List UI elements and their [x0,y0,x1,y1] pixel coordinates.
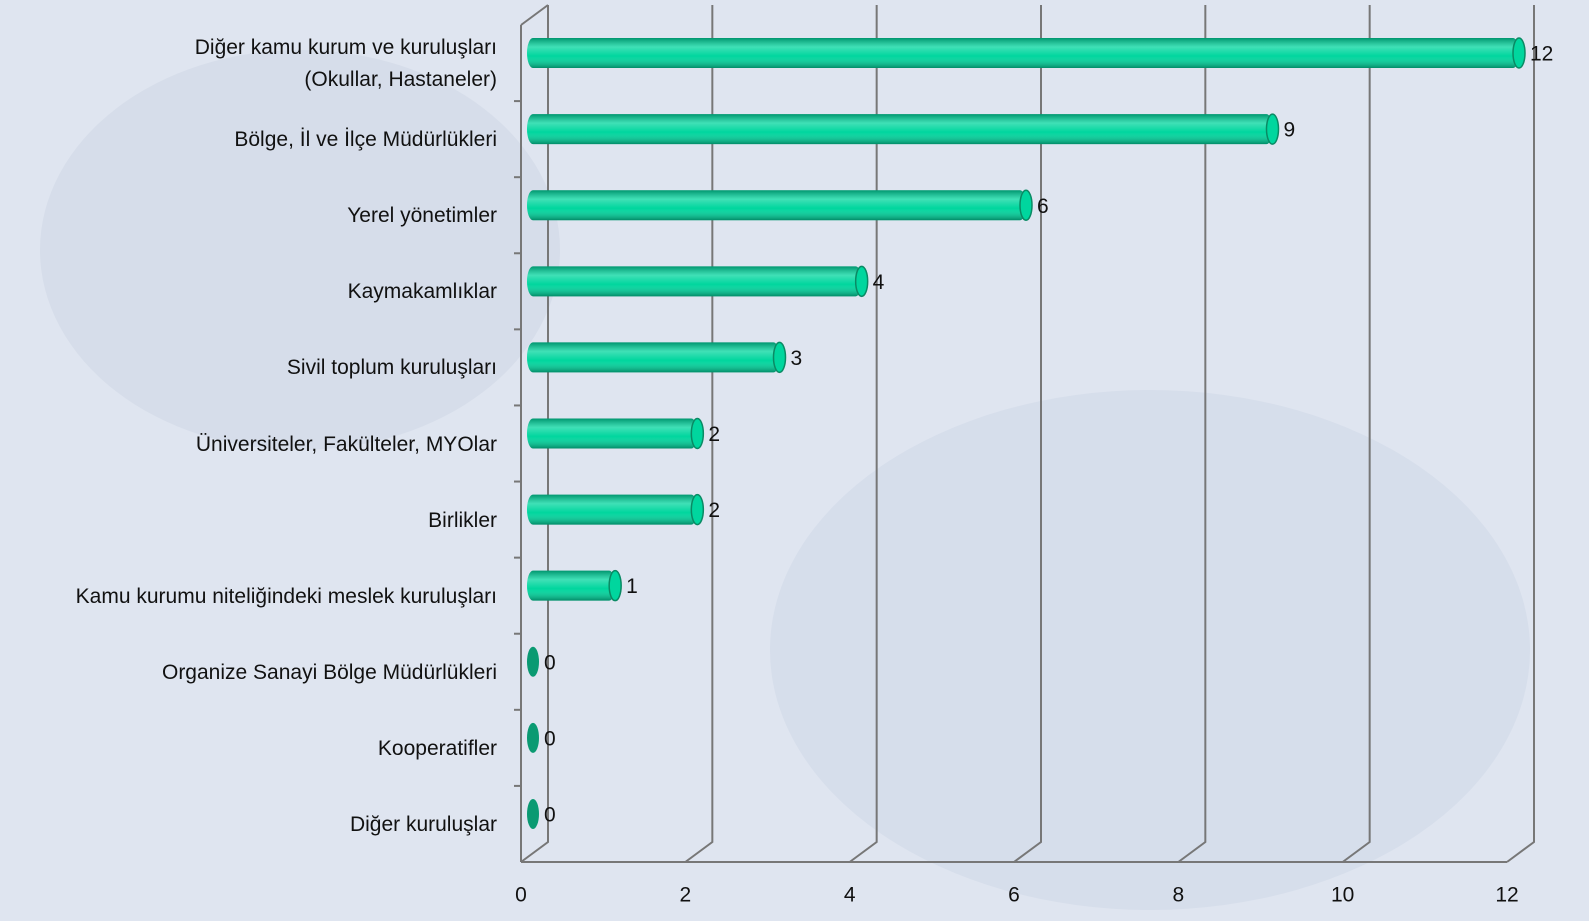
bar-cap [691,419,703,449]
value-label: 3 [791,347,803,370]
y-tick-label: Bölge, İl ve İlçe Müdürlükleri [234,124,497,156]
bar-shade [527,495,697,525]
bar-cap [856,266,868,296]
bar-shade [527,190,1026,220]
x-tick-label: 0 [515,884,527,907]
bar-cap [609,571,621,601]
value-label: 12 [1530,43,1553,66]
y-tick-label: Yerel yönetimler [347,200,497,232]
bar-shade [527,266,862,296]
bar-shade [527,342,780,372]
value-label: 2 [708,423,720,446]
value-label: 6 [1037,195,1049,218]
bar-cap [774,342,786,372]
x-tick-label: 4 [844,884,856,907]
y-tick-label: Kaymakamlıklar [348,276,497,308]
y-tick-label: Diğer kamu kurum ve kuruluşları (Okullar… [195,32,497,96]
y-tick-label: Kamu kurumu niteliğindeki meslek kuruluş… [76,581,497,613]
x-tick-label: 6 [1008,884,1020,907]
value-label: 9 [1284,119,1296,142]
value-label: 2 [708,499,720,522]
value-label: 4 [873,271,885,294]
y-tick-label: Kooperatifler [378,733,497,765]
bar [527,799,539,829]
y-tick-label: Birlikler [428,505,497,537]
y-tick-label: Sivil toplum kuruluşları [287,352,497,384]
x-tick-label: 8 [1172,884,1184,907]
bar-shade [527,571,615,601]
bar-shade [527,114,1273,144]
y-tick-label: Organize Sanayi Bölge Müdürlükleri [162,657,497,689]
bar [527,723,539,753]
y-tick-label: Üniversiteler, Fakülteler, MYOlar [196,429,497,461]
x-tick-label: 12 [1495,884,1518,907]
y-tick-label: Diğer kuruluşlar [350,809,497,841]
value-label: 1 [626,575,638,598]
grid-line [1507,5,1534,862]
background-shape [40,50,560,450]
page: 024681012129643221000 (() => { const dat… [0,0,1589,921]
background-shape [770,390,1530,910]
bar-cap [1267,114,1279,144]
axis-edge [521,5,548,25]
bar-cap [1020,190,1032,220]
bar-shade [527,38,1519,68]
value-label: 0 [544,727,556,750]
x-tick-label: 2 [679,884,691,907]
bar [527,647,539,677]
bar-shade [527,419,697,449]
bar-cap [1513,38,1525,68]
bar-cap [691,495,703,525]
value-label: 0 [544,804,556,827]
value-label: 0 [544,651,556,674]
x-tick-label: 10 [1331,884,1354,907]
